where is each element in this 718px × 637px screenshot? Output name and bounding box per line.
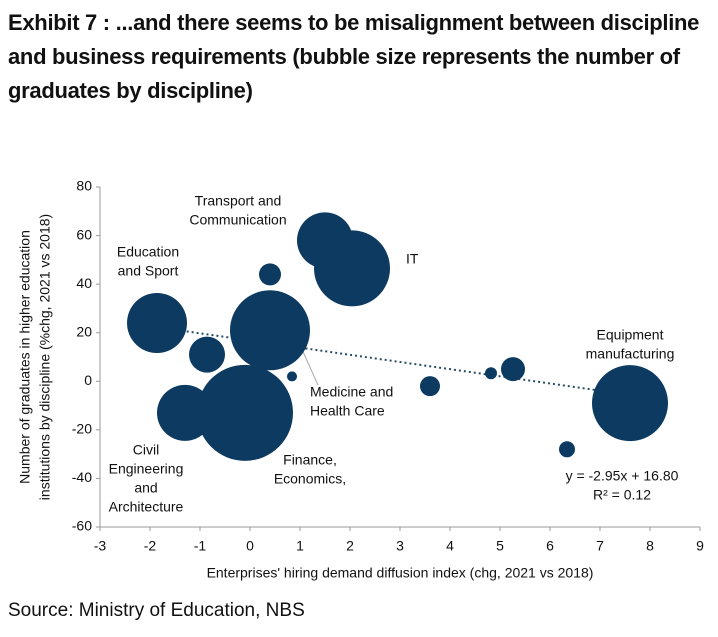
x-tick-label: -3 <box>94 538 107 554</box>
annotation: IT <box>406 251 419 267</box>
annotation: and Sport <box>118 263 179 279</box>
y-tick-label: 0 <box>84 372 92 388</box>
x-tick-label: 3 <box>396 538 404 554</box>
trend-equation: y = -2.95x + 16.80 <box>566 468 679 484</box>
y-tick-label: 60 <box>76 226 92 242</box>
annotation: Education <box>117 244 179 260</box>
annotation: manufacturing <box>586 346 675 362</box>
x-tick-label: 7 <box>596 538 604 554</box>
chart-title: Exhibit 7 : ...and there seems to be mis… <box>8 10 700 103</box>
bubble <box>287 371 297 382</box>
bubble <box>157 384 213 441</box>
bubble <box>259 263 281 286</box>
x-tick-label: 5 <box>496 538 504 554</box>
bubble <box>592 365 668 442</box>
annotation: Architecture <box>109 499 184 515</box>
x-tick-label: 0 <box>246 538 254 554</box>
y-tick-label: -60 <box>72 518 92 534</box>
bubble <box>420 376 440 397</box>
bubble <box>559 441 575 458</box>
x-tick-label: 6 <box>546 538 554 554</box>
y-tick-label: -40 <box>72 469 92 485</box>
annotation: Communication <box>189 212 286 228</box>
y-tick-label: 20 <box>76 323 92 339</box>
y-axis-label: institutions by discipline (%chg, 2021 v… <box>37 214 53 500</box>
x-tick-label: 9 <box>696 538 704 554</box>
annotation: Economics, <box>274 471 346 487</box>
y-axis-label: Number of graduates in higher education <box>17 230 33 484</box>
annotation: Equipment <box>597 327 664 343</box>
annotation: Transport and <box>195 193 282 209</box>
bubble <box>501 357 525 382</box>
x-tick-label: -1 <box>194 538 207 554</box>
annotation: Civil <box>133 442 159 458</box>
x-tick-label: -2 <box>144 538 157 554</box>
y-tick-label: 40 <box>76 275 92 291</box>
annotation: Finance, <box>283 452 337 468</box>
y-tick-label: -20 <box>72 421 92 437</box>
bubble <box>189 336 225 373</box>
trend-r2: R² = 0.12 <box>593 487 651 503</box>
bubble <box>230 290 310 371</box>
x-tick-label: 4 <box>446 538 454 554</box>
bubble <box>314 230 390 307</box>
annotation: Health Care <box>310 403 385 419</box>
annotation: Medicine and <box>310 384 393 400</box>
bubble <box>127 293 187 353</box>
x-tick-label: 2 <box>346 538 354 554</box>
bubble <box>197 364 293 461</box>
annotation: Engineering <box>109 461 184 477</box>
x-tick-label: 8 <box>646 538 654 554</box>
annotation: and <box>134 480 157 496</box>
x-axis-label: Enterprises' hiring demand diffusion ind… <box>207 565 594 581</box>
source: Source: Ministry of Education, NBS <box>8 600 305 621</box>
y-tick-label: 80 <box>76 178 92 194</box>
bubble <box>485 367 497 380</box>
x-tick-label: 1 <box>296 538 304 554</box>
